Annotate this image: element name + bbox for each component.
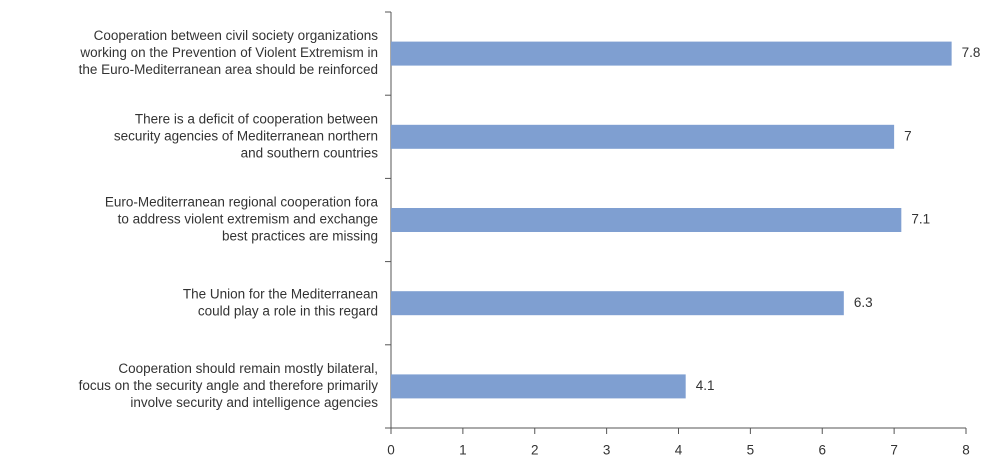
category-label: working on the Prevention of Violent Ext… xyxy=(79,45,378,60)
value-label: 4.1 xyxy=(696,378,715,393)
x-tick-label: 3 xyxy=(603,443,611,458)
category-label: There is a deficit of cooperation betwee… xyxy=(135,111,378,126)
bar xyxy=(391,291,844,316)
bar xyxy=(391,41,952,66)
category-label: Euro-Mediterranean regional cooperation … xyxy=(105,195,379,210)
category-label: involve security and intelligence agenci… xyxy=(130,395,378,410)
x-tick-label: 5 xyxy=(747,443,755,458)
value-label: 7.8 xyxy=(962,45,981,60)
x-tick-label: 1 xyxy=(459,443,467,458)
value-label: 7 xyxy=(904,128,912,143)
x-tick-label: 2 xyxy=(531,443,539,458)
bar xyxy=(391,208,902,232)
category-label: best practices are missing xyxy=(222,229,378,244)
x-tick-label: 4 xyxy=(675,443,683,458)
category-label: could play a role in this regard xyxy=(198,303,378,318)
x-tick-label: 0 xyxy=(387,443,395,458)
category-label: and southern countries xyxy=(241,145,379,160)
x-tick-label: 6 xyxy=(818,443,826,458)
category-label: The Union for the Mediterranean xyxy=(183,286,378,301)
category-label: to address violent extremism and exchang… xyxy=(118,212,378,227)
category-label: Cooperation should remain mostly bilater… xyxy=(118,361,378,376)
x-tick-label: 7 xyxy=(890,443,898,458)
category-label: focus on the security angle and therefor… xyxy=(79,378,379,393)
bar xyxy=(391,124,895,149)
bar xyxy=(391,374,686,399)
category-label: security agencies of Mediterranean north… xyxy=(114,128,378,143)
value-label: 7.1 xyxy=(911,212,930,227)
category-label: Cooperation between civil society organi… xyxy=(94,28,379,43)
x-tick-label: 8 xyxy=(962,443,970,458)
value-label: 6.3 xyxy=(854,295,873,310)
category-label: the Euro-Mediterranean area should be re… xyxy=(79,62,378,77)
